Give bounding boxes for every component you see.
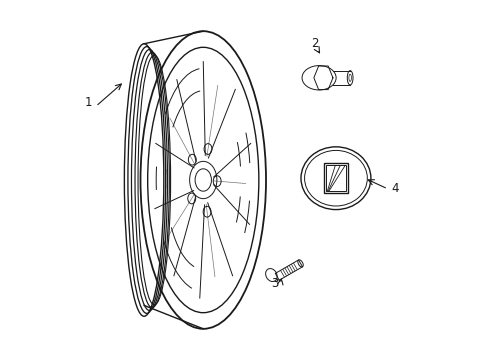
- Text: 1: 1: [85, 96, 92, 109]
- Bar: [325, 166, 345, 191]
- Text: 3: 3: [271, 278, 278, 291]
- Text: 2: 2: [310, 37, 318, 50]
- Text: 4: 4: [391, 183, 398, 195]
- Bar: [323, 163, 347, 193]
